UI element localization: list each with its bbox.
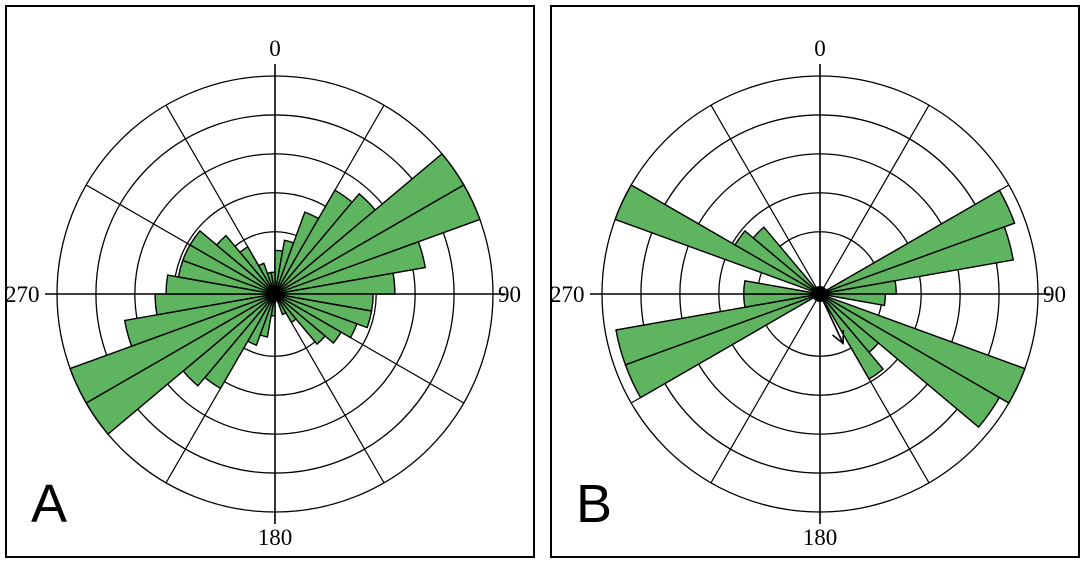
- rose-petal: [274, 240, 427, 295]
- rose-petal: [257, 262, 276, 295]
- rose-petal: [734, 229, 821, 295]
- panel-label-b: B: [576, 474, 613, 534]
- rose-petal: [819, 293, 887, 307]
- petals: [69, 152, 481, 436]
- rose-petal: [274, 293, 343, 344]
- rose-petal: [742, 279, 821, 295]
- rose-petal: [239, 245, 276, 295]
- rose-petal: [123, 293, 276, 348]
- direction-label-0: 0: [269, 36, 281, 61]
- rose-petal: [819, 189, 1016, 295]
- rose-chart-b: [590, 64, 1050, 524]
- direction-label-0: 0: [814, 36, 826, 61]
- panel-label-a: A: [31, 474, 68, 534]
- direction-label-180: 180: [802, 525, 838, 550]
- rose-petal: [215, 234, 276, 295]
- rose-petal: [819, 293, 1026, 404]
- rose-petal: [274, 293, 327, 346]
- rose-petal: [154, 293, 276, 316]
- center-dot: [812, 286, 828, 302]
- rose-petal: [274, 272, 396, 295]
- rose-petal: [615, 293, 821, 366]
- rose-petal: [819, 293, 885, 380]
- rose-petal: [819, 226, 1015, 295]
- rose-petal: [819, 293, 1001, 429]
- rose-petal: [819, 279, 898, 295]
- rose-petal: [274, 293, 297, 324]
- rose-petal: [189, 229, 276, 295]
- direction-label-270: 270: [5, 282, 40, 307]
- center-dot: [267, 286, 283, 302]
- mean-direction-arrow: [819, 293, 844, 344]
- rose-petal: [752, 226, 821, 295]
- rose-petal: [274, 293, 358, 339]
- rose-panel-a: 0 90 180 270 A: [5, 5, 535, 558]
- direction-label-90: 90: [498, 282, 521, 307]
- rose-panel-b: 0 90 180 270 B: [550, 5, 1080, 558]
- rose-petal: [69, 293, 276, 404]
- rose-petal: [274, 184, 481, 295]
- rose-chart-a: [45, 64, 505, 524]
- direction-label-270: 270: [550, 282, 585, 307]
- mean-direction-arrowhead: [832, 329, 845, 346]
- rose-petal: [614, 184, 821, 295]
- direction-label-180: 180: [257, 525, 293, 550]
- direction-label-90: 90: [1043, 282, 1066, 307]
- petals: [614, 184, 1026, 429]
